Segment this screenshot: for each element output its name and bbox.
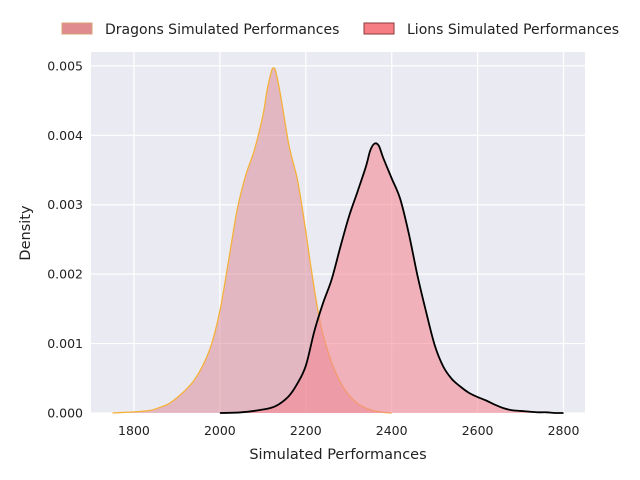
x-tick-label: 2000 [204,423,236,438]
x-tick-label: 2200 [290,423,322,438]
x-tick-label: 2800 [548,423,580,438]
y-tick-label: 0.000 [47,406,83,421]
lions-legend-label: Lions Simulated Performances [407,22,619,38]
x-tick-label: 1800 [118,423,150,438]
y-tick-label: 0.005 [47,58,83,73]
x-tick-label: 2400 [376,423,408,438]
x-tick-label: 2600 [462,423,494,438]
y-axis-ticks: 0.000 0.001 0.002 0.003 0.004 0.005 [47,58,83,420]
lions-density-area [219,143,564,413]
y-tick-label: 0.004 [47,128,83,143]
dragons-density-area [112,67,392,413]
legend: Dragons Simulated Performances Lions Simu… [61,22,619,38]
x-axis-ticks: 1800 2000 2200 2400 2600 2800 [118,423,579,438]
dragons-legend-label: Dragons Simulated Performances [105,22,339,38]
lions-density-line [219,142,564,414]
x-axis-label: Simulated Performances [249,447,426,463]
y-tick-label: 0.003 [47,197,83,212]
series-layer [112,67,564,414]
dragons-legend-swatch [61,22,93,35]
y-tick-label: 0.002 [47,267,83,282]
lions-legend-swatch [363,22,395,35]
y-tick-label: 0.001 [47,336,83,351]
y-axis-label: Density [18,205,34,261]
